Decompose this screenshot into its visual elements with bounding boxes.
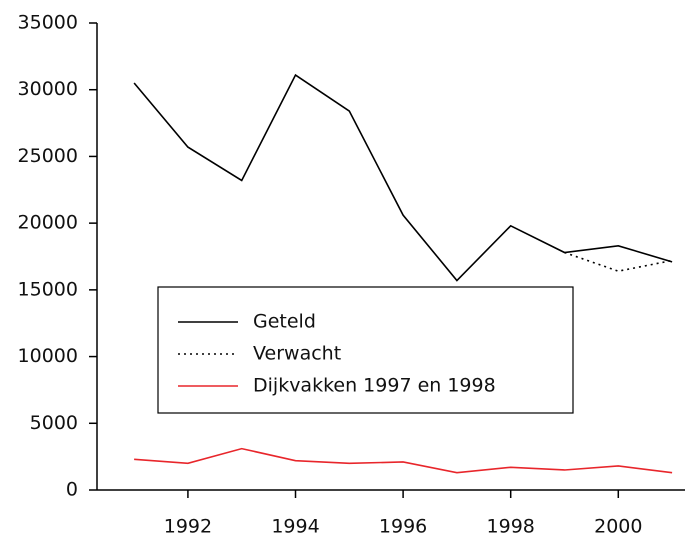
y-tick-label: 20000 — [18, 212, 78, 234]
y-tick-label: 15000 — [18, 278, 78, 300]
y-tick-label: 0 — [66, 479, 78, 501]
legend — [157, 286, 574, 414]
legend-label: Dijkvakken 1997 en 1998 — [253, 375, 496, 397]
y-tick-label: 30000 — [18, 78, 78, 100]
series-line — [133, 73, 673, 282]
y-tick-label: 10000 — [18, 345, 78, 367]
x-tick-label: 1998 — [487, 516, 535, 538]
y-tick-label: 35000 — [18, 12, 78, 34]
legend-label: Verwacht — [253, 343, 341, 365]
x-tick-label: 1992 — [164, 516, 212, 538]
x-tick-label: 1996 — [379, 516, 427, 538]
x-tick-label: 2000 — [594, 516, 642, 538]
y-tick-label: 5000 — [30, 412, 78, 434]
x-tick-label: 1994 — [271, 516, 319, 538]
y-tick-label: 25000 — [18, 145, 78, 167]
series-line — [134, 447, 673, 474]
series-line — [564, 251, 673, 273]
legend-label: Geteld — [253, 311, 316, 333]
